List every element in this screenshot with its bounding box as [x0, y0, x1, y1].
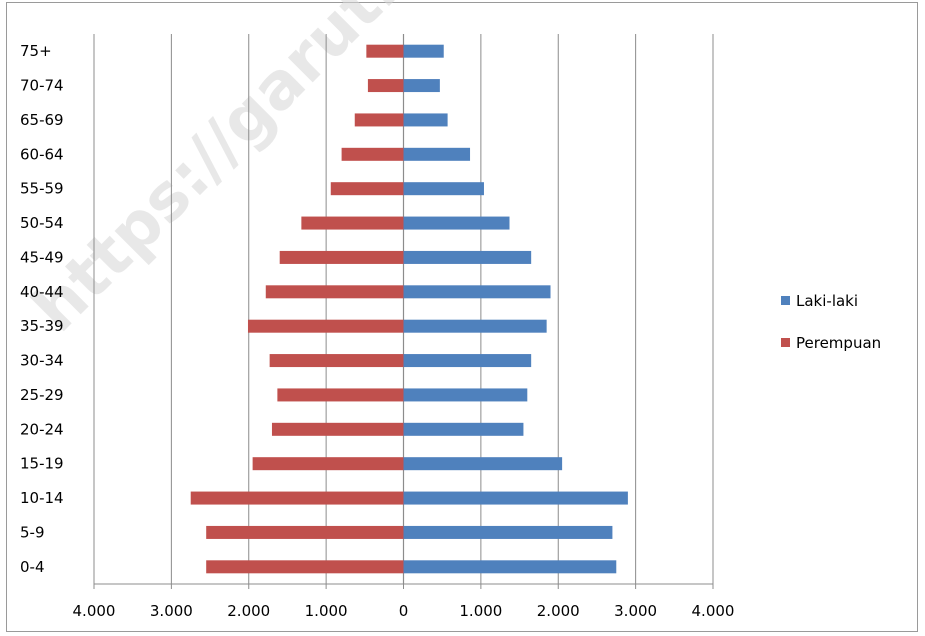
bar-laki-laki-35-39 — [403, 319, 547, 333]
bar-laki-laki-20-24 — [403, 422, 524, 436]
category-label-35-39: 35-39 — [20, 317, 64, 335]
x-tick-label-1: 3.000 — [150, 602, 193, 620]
x-tick-label-2: 2.000 — [227, 602, 270, 620]
x-axis: 4.000 3.000 2.000 1.000 0 1.000 2.000 3.000 4.00… — [73, 583, 735, 620]
category-label-5-9: 5-9 — [20, 523, 45, 541]
category-label-0-4: 0-4 — [20, 558, 45, 576]
bar-laki-laki-25-29 — [403, 388, 528, 402]
bar-perempuan-15-19 — [252, 457, 404, 471]
bar-perempuan-0-4 — [206, 560, 404, 574]
category-label-60-64: 60-64 — [20, 145, 64, 163]
bar-perempuan-35-39 — [247, 319, 404, 333]
x-tick-label-4: 0 — [399, 602, 409, 620]
bar-perempuan-50-54 — [301, 216, 404, 230]
x-tick-label-8: 4.000 — [692, 602, 735, 620]
legend-swatch-perempuan — [781, 338, 790, 347]
legend-swatch-laki-laki — [781, 296, 790, 305]
category-label-10-14: 10-14 — [20, 489, 64, 507]
x-tick-label-6: 2.000 — [537, 602, 580, 620]
legend-label-perempuan: Perempuan — [796, 334, 881, 352]
category-label-20-24: 20-24 — [20, 420, 64, 438]
bar-laki-laki-40-44 — [403, 285, 551, 299]
bar-laki-laki-0-4 — [403, 560, 617, 574]
bars — [190, 44, 628, 574]
category-label-65-69: 65-69 — [20, 111, 64, 129]
category-label-70-74: 70-74 — [20, 77, 64, 95]
category-label-75+: 75+ — [20, 42, 52, 60]
bar-perempuan-30-34 — [269, 354, 404, 368]
bar-laki-laki-30-34 — [403, 354, 532, 368]
category-label-25-29: 25-29 — [20, 386, 64, 404]
bar-perempuan-10-14 — [190, 491, 404, 505]
bar-perempuan-60-64 — [341, 147, 404, 161]
bar-laki-laki-15-19 — [403, 457, 563, 471]
x-tick-label-5: 1.000 — [459, 602, 502, 620]
category-label-40-44: 40-44 — [20, 283, 64, 301]
category-label-30-34: 30-34 — [20, 352, 64, 370]
x-tick-label-7: 3.000 — [614, 602, 657, 620]
bar-perempuan-55-59 — [330, 182, 404, 196]
bar-perempuan-75+ — [366, 44, 404, 58]
bar-perempuan-25-29 — [277, 388, 404, 402]
bar-laki-laki-5-9 — [403, 525, 613, 539]
category-label-15-19: 15-19 — [20, 455, 64, 473]
x-tick-label-3: 1.000 — [305, 602, 348, 620]
category-label-45-49: 45-49 — [20, 248, 64, 266]
bar-laki-laki-65-69 — [403, 113, 448, 127]
category-label-50-54: 50-54 — [20, 214, 64, 232]
legend-label-laki-laki: Laki-laki — [796, 292, 858, 310]
bar-laki-laki-60-64 — [403, 147, 471, 161]
bar-perempuan-65-69 — [354, 113, 404, 127]
x-tick-label-0: 4.000 — [73, 602, 116, 620]
bar-laki-laki-70-74 — [403, 79, 440, 93]
bar-perempuan-45-49 — [279, 250, 404, 264]
bar-laki-laki-45-49 — [403, 250, 532, 264]
bar-perempuan-5-9 — [206, 525, 404, 539]
bar-laki-laki-55-59 — [403, 182, 484, 196]
bar-laki-laki-50-54 — [403, 216, 510, 230]
bar-laki-laki-75+ — [403, 44, 444, 58]
category-label-55-59: 55-59 — [20, 180, 64, 198]
bar-laki-laki-10-14 — [403, 491, 628, 505]
bar-perempuan-40-44 — [265, 285, 404, 299]
bar-perempuan-70-74 — [367, 79, 404, 93]
y-axis: 0-4 5-9 10-14 15-19 20-24 25-29 30-34 35-39 40-4… — [20, 34, 95, 584]
bar-perempuan-20-24 — [271, 422, 404, 436]
legend: Laki-laki Perempuan — [781, 292, 881, 352]
